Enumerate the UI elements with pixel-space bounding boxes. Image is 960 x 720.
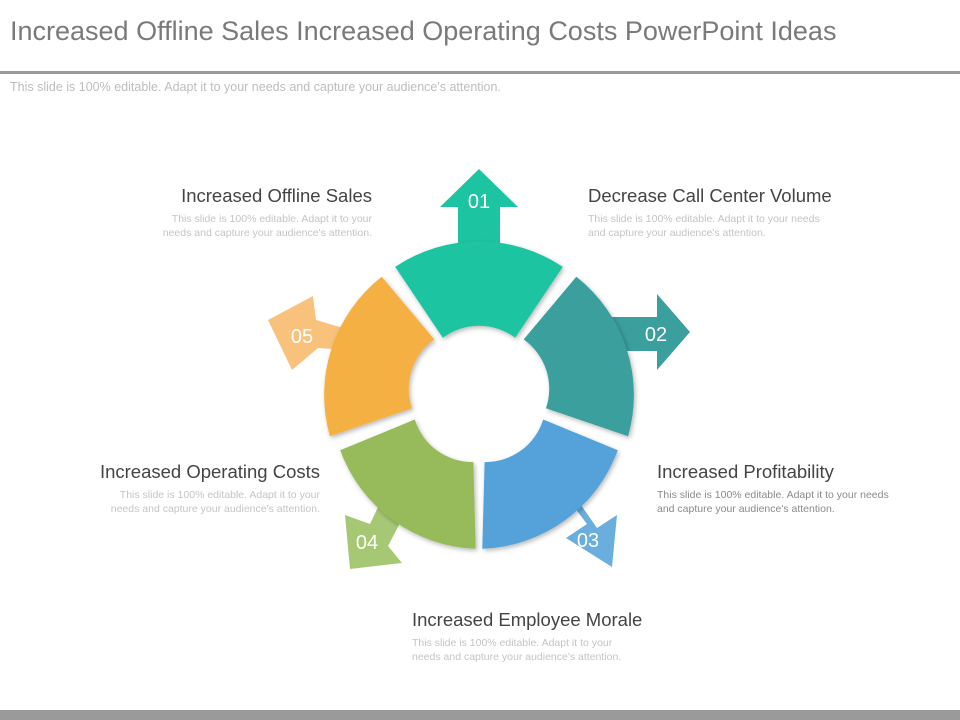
item-description: This slide is 100% editable. Adapt it to… — [110, 489, 320, 515]
item-title: Increased Profitability — [657, 461, 834, 482]
segment-number-03: 03 — [577, 530, 599, 552]
arrow-01 — [440, 169, 518, 260]
item-decrease-call-center-volume: Decrease Call Center Volume This slide i… — [588, 185, 832, 240]
item-title: Increased Employee Morale — [412, 609, 643, 630]
page-title: Increased Offline Sales Increased Operat… — [10, 16, 837, 46]
page-subtitle: This slide is 100% editable. Adapt it to… — [10, 80, 501, 94]
item-increased-operating-costs: Increased Operating Costs This slide is … — [60, 461, 320, 516]
segment-02 — [523, 276, 634, 437]
segment-number-04: 04 — [356, 532, 378, 554]
segment-number-01: 01 — [468, 191, 490, 213]
segment-05 — [324, 276, 435, 437]
item-description: This slide is 100% editable. Adapt it to… — [162, 213, 372, 239]
item-increased-employee-morale: Increased Employee Morale This slide is … — [412, 609, 682, 664]
segment-number-05: 05 — [291, 326, 313, 348]
item-description: This slide is 100% editable. Adapt it to… — [412, 637, 622, 663]
arrow-03 — [552, 478, 617, 567]
item-increased-profitability: Increased Profitability This slide is 10… — [657, 461, 897, 516]
item-description: This slide is 100% editable. Adapt it to… — [657, 489, 889, 515]
segment-number-02: 02 — [645, 324, 667, 346]
item-title: Increased Offline Sales — [181, 185, 372, 206]
arrow-05 — [268, 296, 350, 370]
footer-bar — [0, 710, 960, 720]
title-divider — [0, 71, 960, 74]
item-increased-offline-sales: Increased Offline Sales This slide is 10… — [140, 185, 372, 240]
segment-01 — [395, 241, 563, 338]
item-title: Decrease Call Center Volume — [588, 185, 832, 206]
item-description: This slide is 100% editable. Adapt it to… — [588, 213, 820, 239]
segment-04 — [340, 419, 476, 549]
segment-03 — [482, 419, 618, 549]
item-title: Increased Operating Costs — [99, 461, 320, 482]
